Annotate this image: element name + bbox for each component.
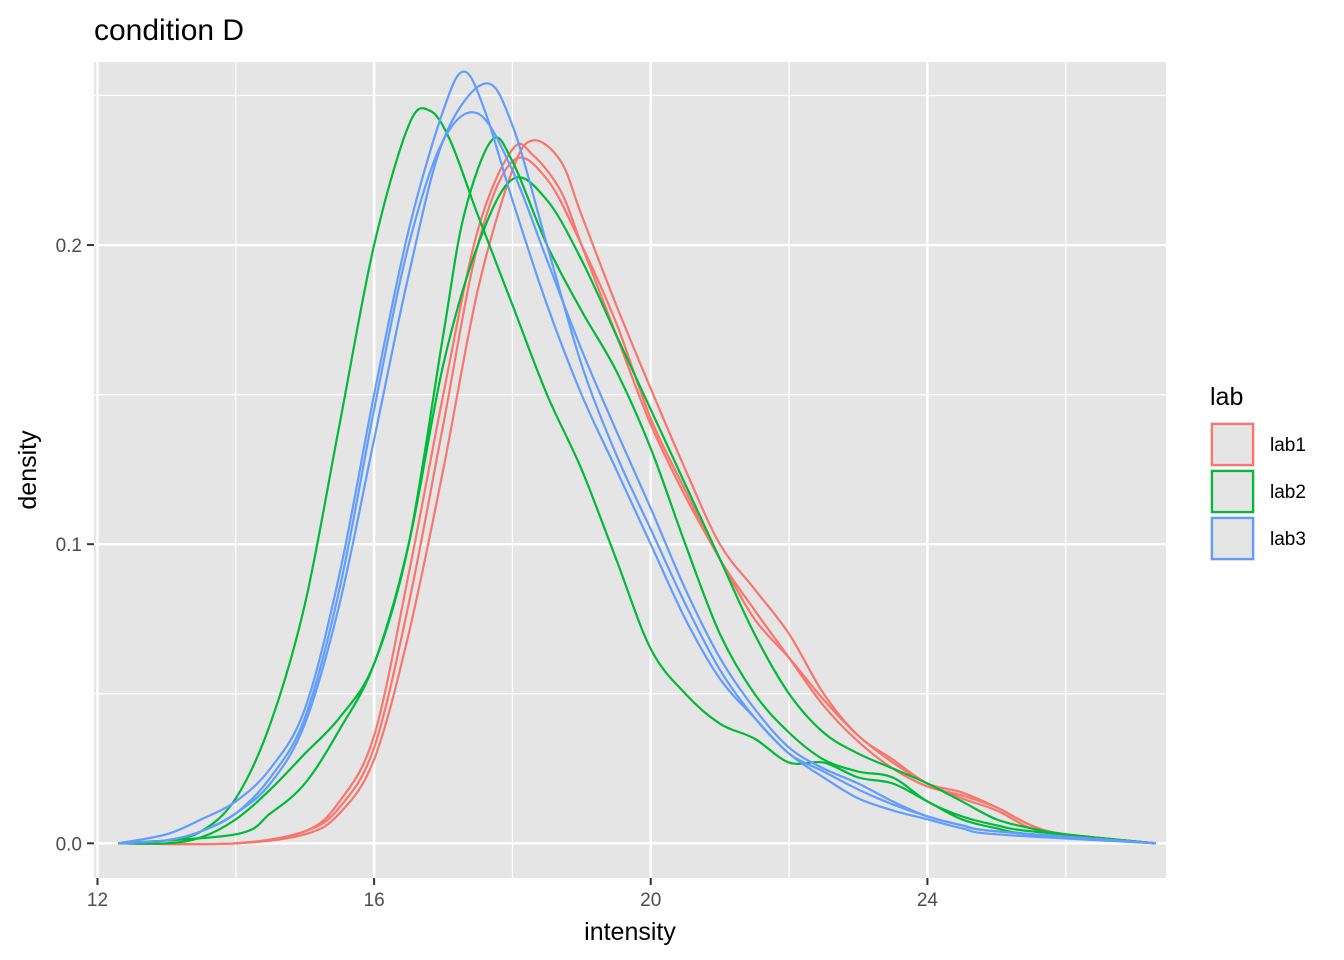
density-curve-lab2 xyxy=(118,136,1156,845)
x-axis-title: intensity xyxy=(584,918,676,946)
chart-title: condition D xyxy=(94,14,244,47)
y-tick-label: 0.1 xyxy=(56,535,82,556)
legend-key-lab3 xyxy=(1210,516,1255,561)
legend: lab lab1 lab2 lab3 xyxy=(1210,383,1306,561)
density-curves xyxy=(118,70,1156,846)
density-curve-lab2 xyxy=(118,107,1156,845)
legend-label-lab1: lab1 xyxy=(1270,435,1306,456)
legend-label-lab3: lab3 xyxy=(1270,529,1306,550)
y-axis: 0.0 0.1 0.2 xyxy=(56,236,94,855)
legend-label-lab2: lab2 xyxy=(1270,482,1306,503)
x-tick-label: 12 xyxy=(87,890,108,911)
legend-key-bg xyxy=(1210,422,1255,467)
y-tick-label: 0.0 xyxy=(56,834,82,855)
density-curve-lab3 xyxy=(118,111,1156,845)
legend-key-lab2 xyxy=(1210,469,1255,514)
legend-key-lab1 xyxy=(1210,422,1255,467)
y-axis-title: density xyxy=(14,430,42,510)
x-tick-label: 24 xyxy=(917,890,939,911)
x-tick-label: 20 xyxy=(640,890,661,911)
y-tick-label: 0.2 xyxy=(56,236,82,257)
plot-panel xyxy=(94,62,1166,878)
legend-title: lab xyxy=(1210,383,1243,411)
legend-key-bg xyxy=(1210,516,1255,561)
major-gridlines xyxy=(94,62,1166,878)
x-tick-label: 16 xyxy=(364,890,385,911)
x-axis: 12 16 20 24 xyxy=(87,878,939,911)
density-curve-lab3 xyxy=(118,70,1156,845)
density-curve-lab2 xyxy=(118,176,1156,845)
legend-key-bg xyxy=(1210,469,1255,514)
